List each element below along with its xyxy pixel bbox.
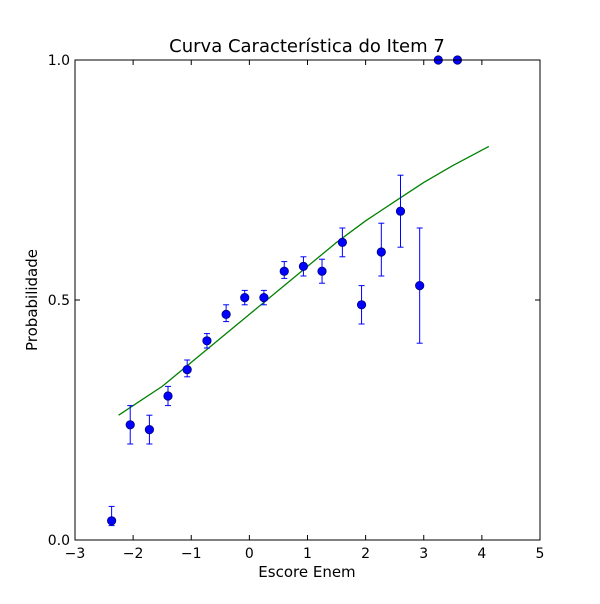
x-tick-label-7: 4 (477, 546, 486, 562)
data-point-15 (376, 247, 386, 257)
data-point-12 (317, 266, 327, 276)
data-point-13 (337, 237, 347, 247)
x-tick-label-4: 1 (303, 546, 312, 562)
data-point-7 (221, 309, 231, 319)
data-point-4 (163, 391, 173, 401)
x-tick-label-6: 3 (419, 546, 428, 562)
x-tick-label-1: −2 (123, 546, 144, 562)
data-point-10 (279, 266, 289, 276)
x-tick-label-5: 2 (361, 546, 370, 562)
fitted-curve (118, 145, 490, 416)
y-tick-label-2: 1.0 (48, 53, 70, 69)
data-point-16 (395, 206, 406, 216)
x-tick-label-8: 5 (536, 546, 545, 562)
axis-ticks: −3 −2 −1 0 1 2 3 4 5 0.0 0.5 1.0 (48, 53, 545, 562)
data-point-1 (107, 516, 117, 526)
data-point-2 (125, 420, 135, 430)
data-point-9 (259, 292, 269, 303)
data-point-14 (356, 300, 367, 310)
data-point-8 (240, 292, 250, 303)
data-point-3 (144, 424, 154, 435)
y-axis-label: Probabilidade (23, 249, 41, 351)
data-point-5 (182, 364, 192, 375)
data-point-6 (202, 336, 212, 346)
chart-title: Curva Característica do Item 7 (169, 36, 445, 57)
y-tick-label-0: 0.0 (48, 533, 70, 549)
y-tick-label-1: 0.5 (48, 293, 70, 309)
data-point-17 (415, 280, 425, 291)
x-tick-label-0: −3 (65, 546, 86, 562)
x-tick-label-3: 0 (245, 546, 254, 562)
data-point-11 (298, 261, 309, 271)
x-tick-label-2: −1 (181, 546, 202, 562)
x-axis-label: Escore Enem (258, 563, 355, 581)
